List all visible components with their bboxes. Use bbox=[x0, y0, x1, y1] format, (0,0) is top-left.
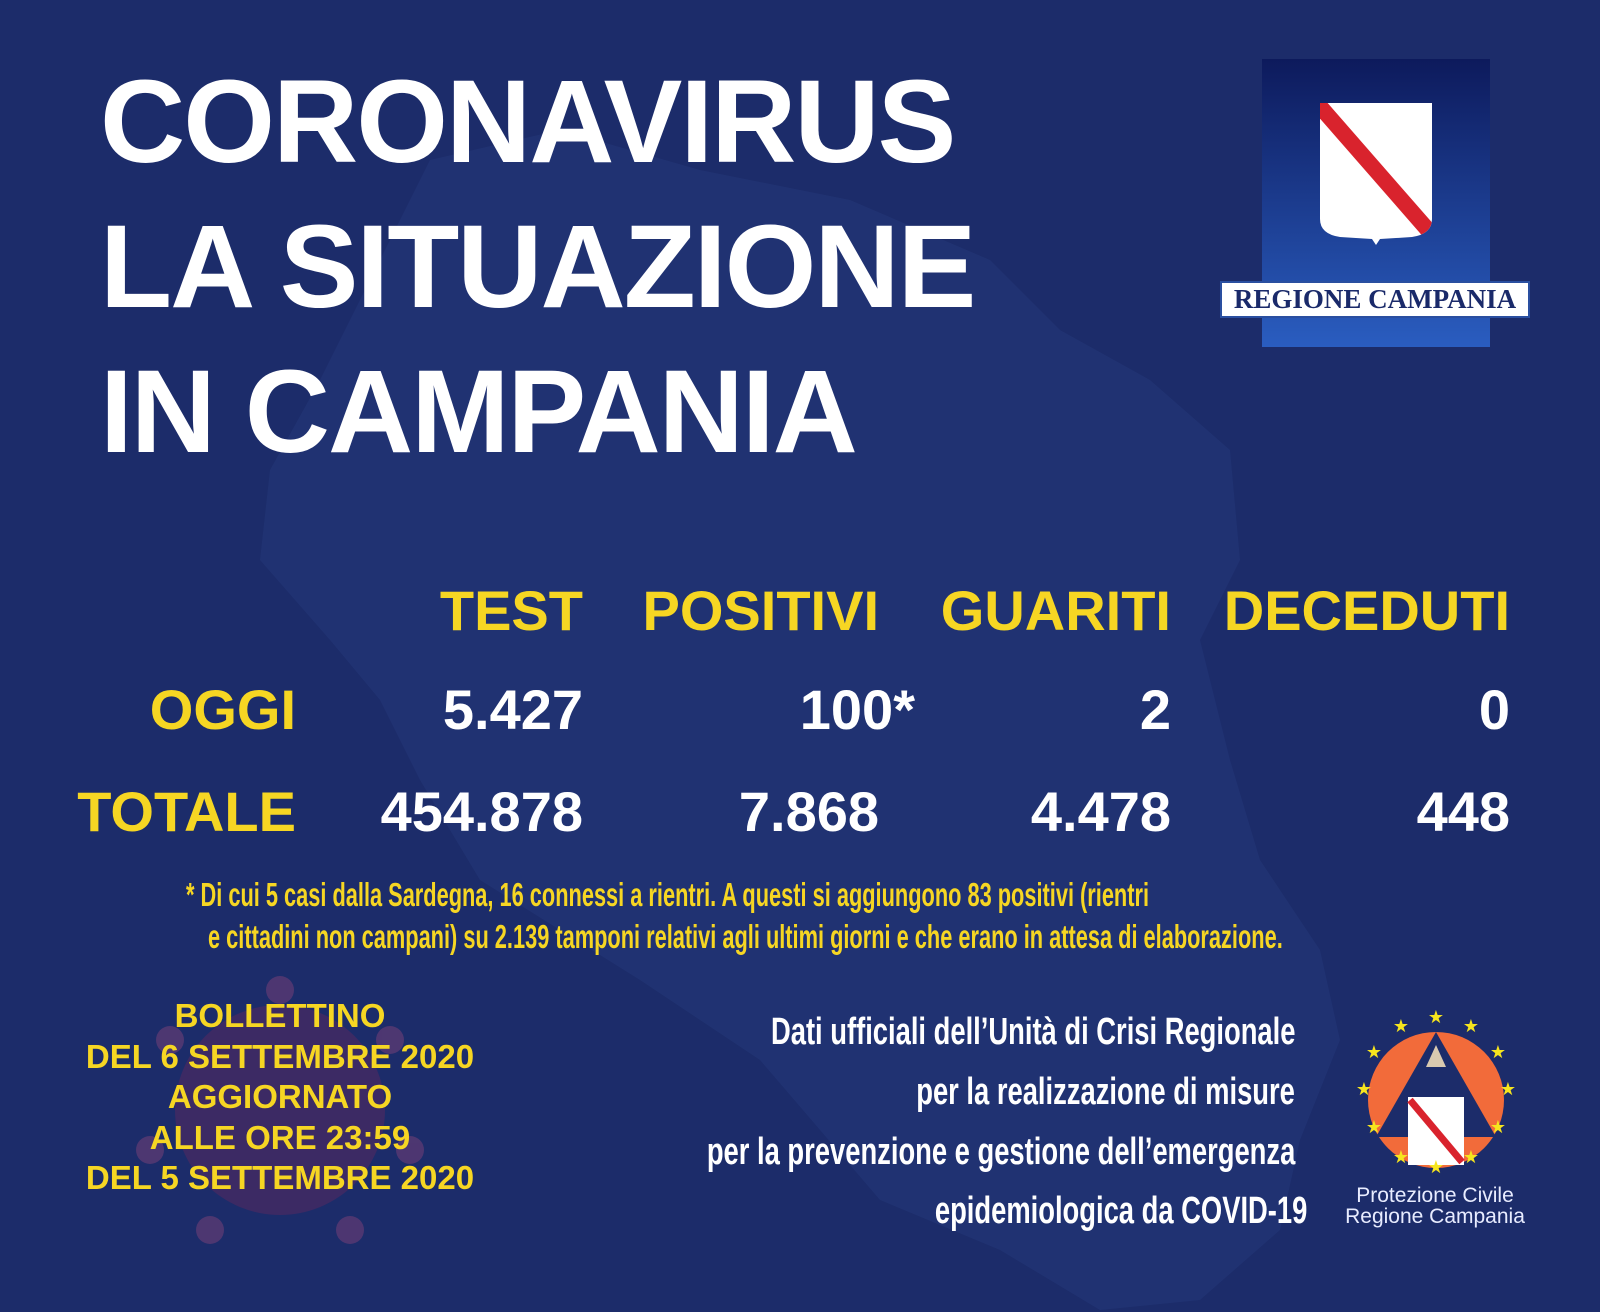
header-deceduti: DECEDUTI bbox=[1223, 579, 1510, 642]
bulletin-info: BOLLETTINO DEL 6 SETTEMBRE 2020 AGGIORNA… bbox=[80, 996, 480, 1199]
oggi-deceduti: 0 bbox=[1478, 678, 1510, 741]
bulletin-line: AGGIORNATO bbox=[167, 1078, 393, 1115]
bulletin-line: DEL 6 SETTEMBRE 2020 bbox=[85, 1037, 475, 1075]
oggi-test: 5.427 bbox=[442, 678, 583, 741]
bulletin-line: DEL 5 SETTEMBRE 2020 bbox=[85, 1159, 475, 1196]
svg-text:★: ★ bbox=[1500, 1079, 1516, 1099]
pc-label-line-2: Regione Campania bbox=[1345, 1205, 1525, 1228]
page-title: CORONAVIRUS LA SITUAZIONE IN CAMPANIA bbox=[100, 50, 976, 485]
svg-text:★: ★ bbox=[1366, 1042, 1382, 1062]
svg-text:★: ★ bbox=[1428, 1157, 1444, 1177]
svg-text:★: ★ bbox=[1463, 1016, 1479, 1036]
oggi-positivi: 100* bbox=[799, 678, 915, 741]
logo-label: REGIONE CAMPANIA bbox=[1220, 281, 1530, 318]
title-line-2: LA SITUAZIONE bbox=[100, 201, 976, 333]
campania-shield-icon bbox=[1320, 103, 1432, 245]
bulletin-line: ALLE ORE 23:59 bbox=[149, 1118, 411, 1156]
title-line-3: IN CAMPANIA bbox=[100, 346, 858, 478]
oggi-guariti: 2 bbox=[1139, 678, 1171, 741]
pc-label-line-1: Protezione Civile bbox=[1356, 1184, 1514, 1207]
row-label-totale: TOTALE bbox=[77, 780, 296, 843]
source-line-3: per la prevenzione e gestione dell’emerg… bbox=[706, 1131, 1295, 1173]
header-test: TEST bbox=[439, 579, 583, 642]
protezione-civile-logo: ★ ★ ★ ★ ★ ★ ★ ★ ★ ★ ★ ★ bbox=[1356, 1007, 1516, 1177]
protezione-civile-label: Protezione Civile Regione Campania bbox=[1330, 1185, 1540, 1227]
svg-text:★: ★ bbox=[1490, 1042, 1506, 1062]
bulletin-line: BOLLETTINO bbox=[174, 997, 386, 1034]
row-label-oggi: OGGI bbox=[149, 678, 296, 741]
svg-text:★: ★ bbox=[1393, 1147, 1409, 1167]
header-positivi: POSITIVI bbox=[642, 579, 880, 642]
svg-text:★: ★ bbox=[1490, 1117, 1506, 1137]
svg-text:★: ★ bbox=[1366, 1117, 1382, 1137]
header-guariti: GUARITI bbox=[940, 579, 1171, 642]
totale-test: 454.878 bbox=[380, 780, 583, 843]
totale-positivi: 7.868 bbox=[738, 780, 879, 843]
svg-text:★: ★ bbox=[1428, 1007, 1444, 1027]
source-line-1: Dati ufficiali dell’Unità di Crisi Regio… bbox=[770, 1011, 1295, 1053]
title-line-1: CORONAVIRUS bbox=[100, 56, 956, 188]
svg-text:★: ★ bbox=[1393, 1016, 1409, 1036]
source-line-2: per la realizzazione di misure bbox=[916, 1071, 1295, 1113]
svg-text:★: ★ bbox=[1356, 1079, 1372, 1099]
totale-deceduti: 448 bbox=[1416, 780, 1510, 843]
source-line-4: epidemiologica da COVID-19 bbox=[934, 1190, 1307, 1232]
svg-text:★: ★ bbox=[1463, 1147, 1479, 1167]
footnote-line-2: e cittadini non campani) su 2.139 tampon… bbox=[208, 918, 1283, 955]
footnote-line-1: * Di cui 5 casi dalla Sardegna, 16 conne… bbox=[186, 876, 1150, 913]
totale-guariti: 4.478 bbox=[1030, 780, 1171, 843]
virus-icon bbox=[136, 976, 424, 1244]
